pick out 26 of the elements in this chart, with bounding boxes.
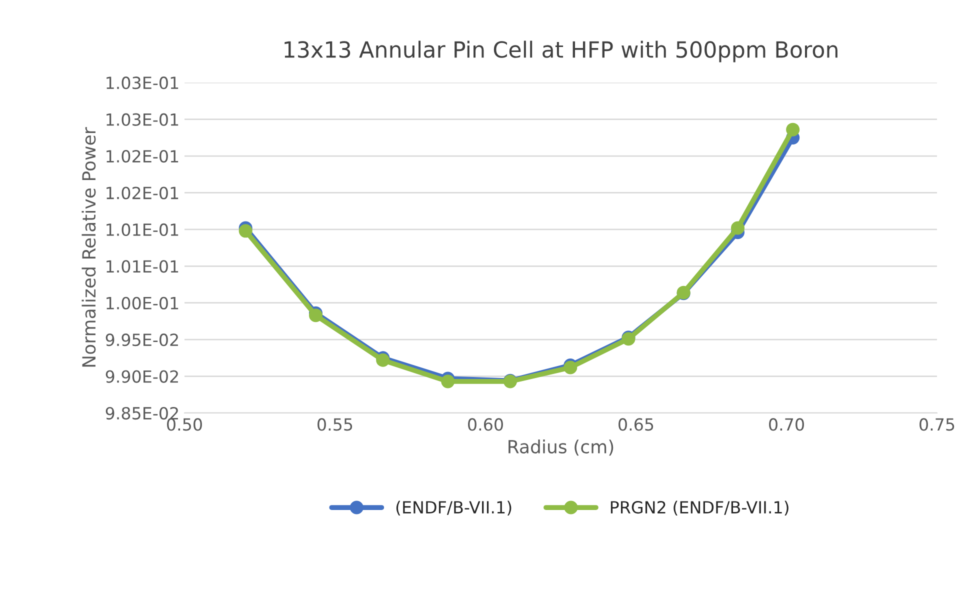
- x-tick-label: 0.65: [618, 418, 654, 431]
- x-tick-label: 0.70: [769, 418, 804, 431]
- point: [441, 374, 455, 388]
- point: [730, 221, 745, 235]
- y-tick-label: 1.03E-01: [106, 76, 178, 90]
- x-tick-label: 0.60: [468, 418, 503, 431]
- y-tick-label: 1.00E-01: [106, 296, 178, 310]
- chart-title: 13x13 Annular Pin Cell at HFP with 500ppm Boron: [284, 40, 838, 62]
- y-axis-title: Normalized Relative Power: [82, 127, 96, 367]
- x-tick-label: 0.55: [318, 418, 352, 431]
- point: [238, 224, 252, 238]
- y-tick-label: 1.02E-01: [106, 186, 178, 200]
- legend-label: (ENDF/B-VII.1): [396, 500, 512, 516]
- point: [786, 122, 800, 136]
- x-tick-label: 0.75: [920, 418, 954, 431]
- x-axis-title: Radius (cm): [508, 440, 614, 456]
- y-tick-label: 9.95E-02: [106, 334, 178, 346]
- point: [308, 308, 322, 322]
- y-tick-label: 1.01E-01: [106, 223, 178, 236]
- legend-label: PRGN2 (ENDF/B-VII.1): [610, 500, 788, 516]
- y-tick-label: 1.01E-01: [106, 260, 178, 273]
- y-tick-label: 9.85E-02: [106, 406, 178, 420]
- y-tick-label: 1.02E-01: [106, 150, 178, 163]
- y-tick-label: 1.03E-01: [106, 113, 178, 126]
- x-tick-label: 0.50: [167, 418, 202, 431]
- y-tick-label: 9.90E-02: [106, 370, 178, 383]
